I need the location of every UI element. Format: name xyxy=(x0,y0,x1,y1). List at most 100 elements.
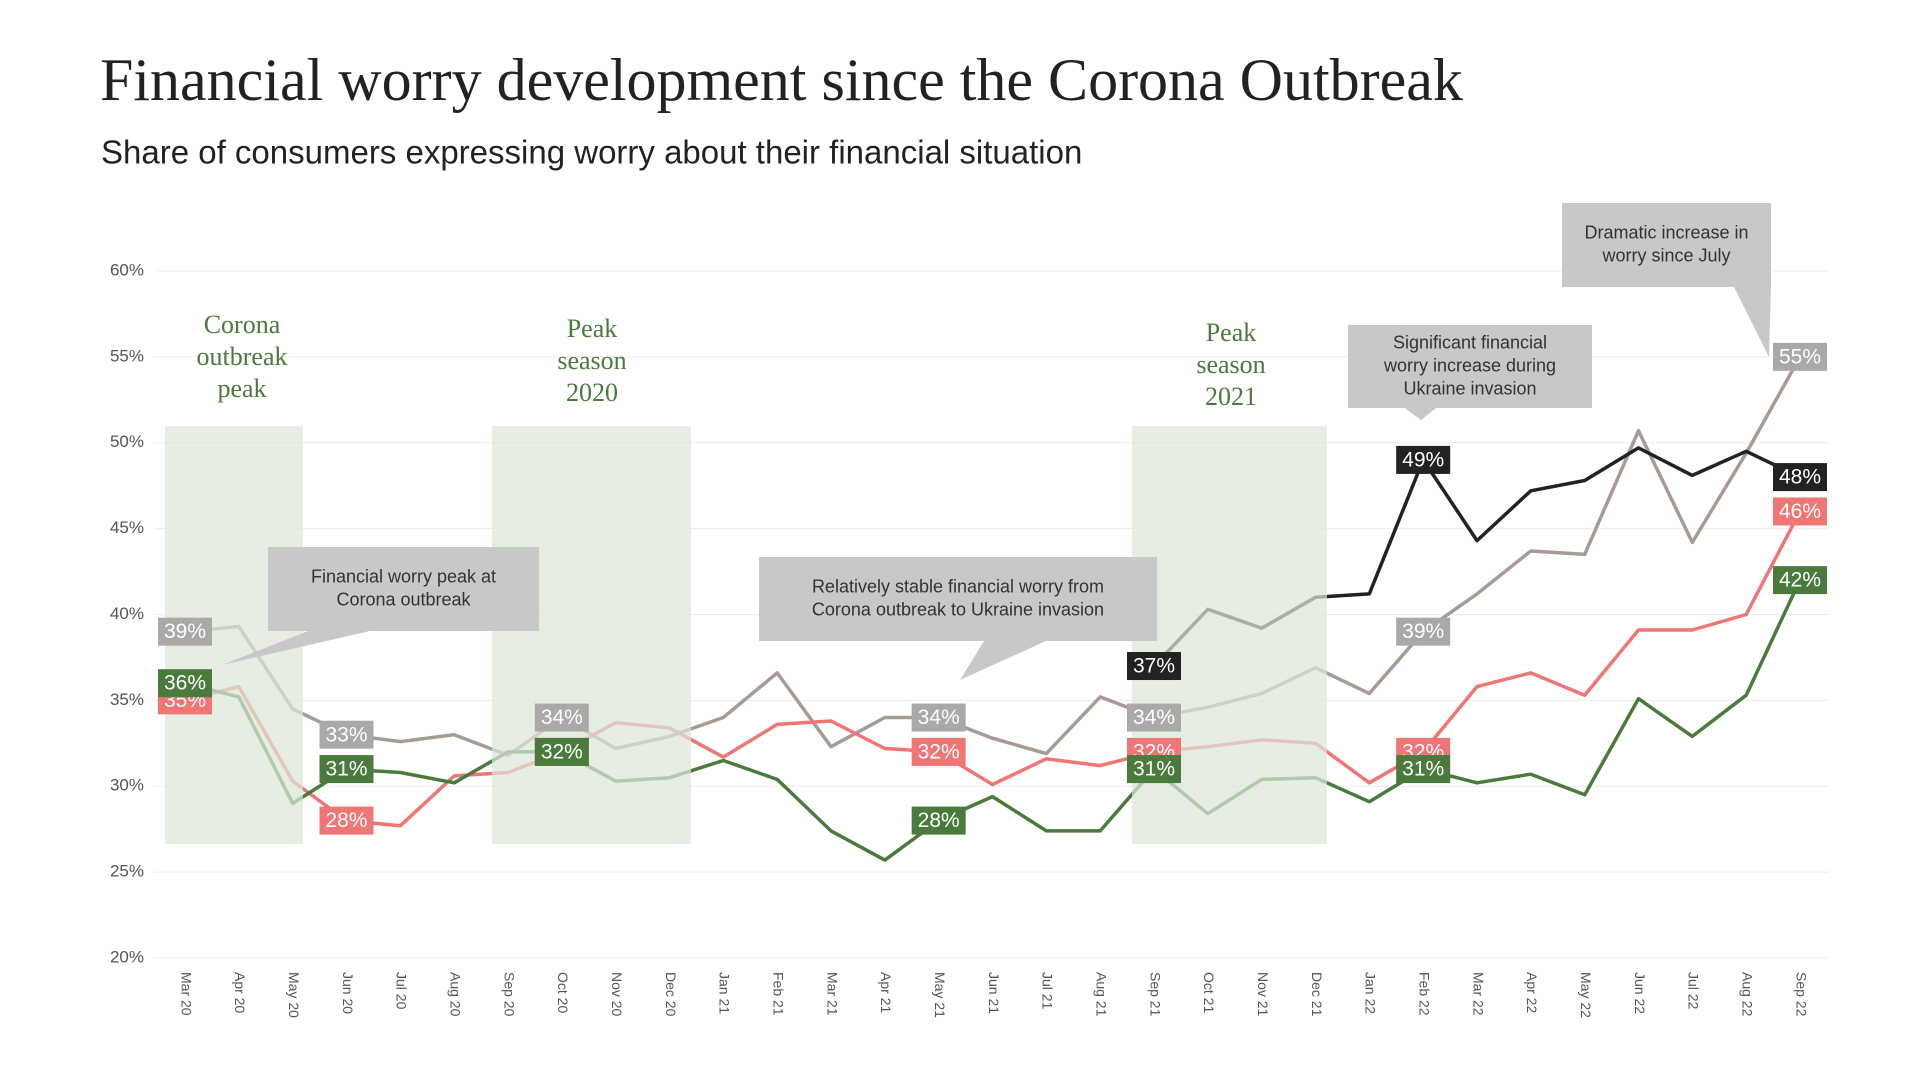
data-label-box xyxy=(911,737,966,766)
data-label: 28% xyxy=(918,809,960,832)
data-label: 34% xyxy=(918,706,960,729)
data-label: 32% xyxy=(541,740,583,763)
y-tick-label: 50% xyxy=(110,432,144,451)
x-tick-label: Aug 20 xyxy=(447,972,463,1017)
data-label: 42% xyxy=(1779,569,1821,592)
callout-text: worry increase during xyxy=(1383,355,1556,375)
data-label-box xyxy=(534,703,589,732)
y-tick-label: 40% xyxy=(110,604,144,623)
data-label: 33% xyxy=(325,723,367,746)
data-label: 55% xyxy=(1779,345,1821,368)
data-label: 34% xyxy=(1133,706,1175,729)
x-tick-label: Jan 21 xyxy=(717,972,733,1014)
series-line xyxy=(184,356,1802,758)
region-label: 2021 xyxy=(1205,382,1257,411)
region-label: Peak xyxy=(567,314,618,343)
data-label-box xyxy=(911,703,966,732)
y-tick-label: 60% xyxy=(110,260,144,279)
y-tick-label: 20% xyxy=(110,947,144,966)
data-label-box xyxy=(1127,652,1181,681)
x-tick-label: May 21 xyxy=(932,972,948,1018)
x-tick-label: Apr 22 xyxy=(1524,972,1540,1013)
callout-text: Relatively stable financial worry from xyxy=(812,576,1104,596)
data-label: 31% xyxy=(325,758,367,781)
x-tick-label: Jun 20 xyxy=(340,972,356,1014)
data-labels: 39%33%34%34%34%39%55%35%28%32%32%32%32%4… xyxy=(158,342,1827,835)
callout-text: Significant financial xyxy=(1393,332,1547,352)
data-label: 31% xyxy=(1133,758,1175,781)
data-label-box xyxy=(158,669,212,698)
x-tick-label: Mar 20 xyxy=(178,972,194,1016)
data-label: 48% xyxy=(1779,466,1821,489)
y-tick-label: 55% xyxy=(110,346,144,365)
region-label: season xyxy=(1196,350,1265,379)
x-tick-label: Oct 21 xyxy=(1201,972,1217,1013)
callout-box xyxy=(759,557,1157,641)
series-line xyxy=(184,510,1802,828)
x-tick-label: Aug 21 xyxy=(1093,972,1109,1017)
callout-text: Ukraine invasion xyxy=(1403,378,1536,398)
data-label-box xyxy=(319,806,374,835)
x-tick-label: Jul 21 xyxy=(1040,972,1056,1010)
data-label-box xyxy=(158,617,212,646)
x-tick-label: Feb 22 xyxy=(1416,972,1432,1016)
region-label: outbreak xyxy=(197,342,288,371)
data-label: 37% xyxy=(1133,655,1175,678)
data-label-box xyxy=(319,720,374,749)
callout-text: worry since July xyxy=(1601,245,1730,265)
x-tick-label: Dec 21 xyxy=(1309,972,1325,1017)
data-label: 39% xyxy=(164,620,206,643)
region-label: 2020 xyxy=(566,378,618,407)
y-tick-label: 35% xyxy=(110,690,144,709)
data-label-box xyxy=(534,737,589,766)
data-label-box xyxy=(1773,497,1827,526)
x-tick-label: Apr 21 xyxy=(878,972,894,1013)
x-tick-label: Nov 20 xyxy=(609,972,625,1017)
x-tick-label: Jan 22 xyxy=(1363,972,1379,1014)
x-tick-label: Sep 20 xyxy=(501,972,517,1017)
x-tick-label: Jul 20 xyxy=(394,972,410,1010)
data-label-box xyxy=(1773,463,1827,492)
callout-pointer xyxy=(1734,287,1771,357)
callout-box xyxy=(1348,325,1592,408)
region-label: peak xyxy=(217,374,266,403)
x-tick-label: Mar 21 xyxy=(824,972,840,1016)
data-label-box xyxy=(1127,755,1181,784)
callout-text: Corona outbreak xyxy=(336,589,471,609)
data-label-box xyxy=(1396,617,1451,646)
x-tick-label: May 22 xyxy=(1578,972,1594,1018)
x-tick-label: Apr 20 xyxy=(232,972,248,1013)
callout-text: Financial worry peak at xyxy=(311,566,496,586)
y-tick-label: 25% xyxy=(110,862,144,881)
data-label-box xyxy=(319,755,374,784)
callout-box xyxy=(268,547,539,631)
x-tick-label: Aug 22 xyxy=(1739,972,1755,1017)
x-tick-label: Feb 21 xyxy=(770,972,786,1016)
x-tick-label: Dec 20 xyxy=(663,972,679,1017)
x-tick-label: Jun 21 xyxy=(986,972,1002,1014)
x-tick-label: Mar 22 xyxy=(1470,972,1486,1016)
y-tick-label: 30% xyxy=(110,776,144,795)
x-tick-label: Oct 20 xyxy=(555,972,571,1013)
data-label: 34% xyxy=(541,706,583,729)
data-label: 32% xyxy=(918,740,960,763)
data-label-box xyxy=(1127,703,1181,732)
callout-pointer xyxy=(960,641,1046,680)
data-label-box xyxy=(1773,342,1827,371)
series-line xyxy=(184,579,1802,862)
callout-text: Dramatic increase in xyxy=(1584,222,1748,242)
data-label: 31% xyxy=(1402,758,1444,781)
shaded-region xyxy=(492,426,691,844)
data-label-box xyxy=(1396,755,1451,784)
data-label-box xyxy=(1396,445,1451,474)
x-tick-label: Jul 22 xyxy=(1686,972,1702,1010)
x-tick-label: Nov 21 xyxy=(1255,972,1271,1017)
x-tick-label: Sep 21 xyxy=(1147,972,1163,1017)
data-label: 46% xyxy=(1779,500,1821,523)
callout-pointer xyxy=(1405,408,1436,420)
y-tick-label: 45% xyxy=(110,518,144,537)
region-label: Peak xyxy=(1206,318,1257,347)
data-label: 39% xyxy=(1402,620,1444,643)
